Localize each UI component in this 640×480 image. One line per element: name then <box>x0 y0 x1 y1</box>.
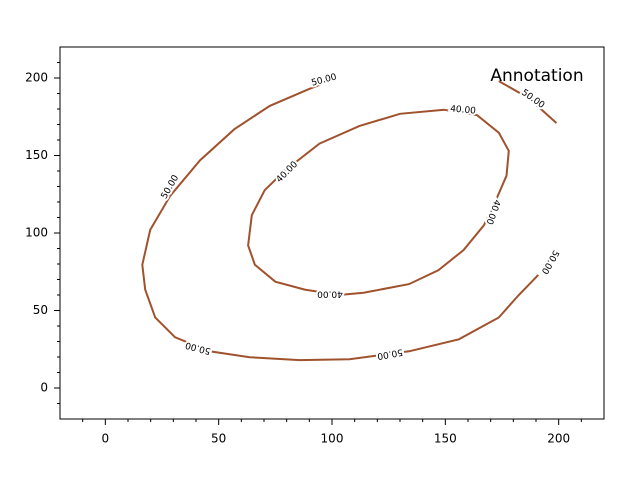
x-tick-label: 0 <box>102 432 110 446</box>
y-tick-label: 0 <box>40 381 48 395</box>
x-tick-label: 200 <box>547 432 570 446</box>
x-tick-label: 150 <box>434 432 457 446</box>
x-tick-label: 50 <box>211 432 226 446</box>
plot-frame <box>59 46 605 420</box>
y-tick-label: 100 <box>25 226 48 240</box>
x-tick-label: 100 <box>321 432 344 446</box>
y-tick-label: 50 <box>33 303 48 317</box>
contour-line <box>247 108 510 297</box>
y-tick-label: 150 <box>25 148 48 162</box>
contour-label: 40.00 <box>450 104 477 116</box>
contour-label: 40.00 <box>317 289 343 299</box>
contour-line <box>141 77 558 362</box>
annotation: Annotation <box>490 66 583 86</box>
y-tick-label: 200 <box>25 71 48 85</box>
